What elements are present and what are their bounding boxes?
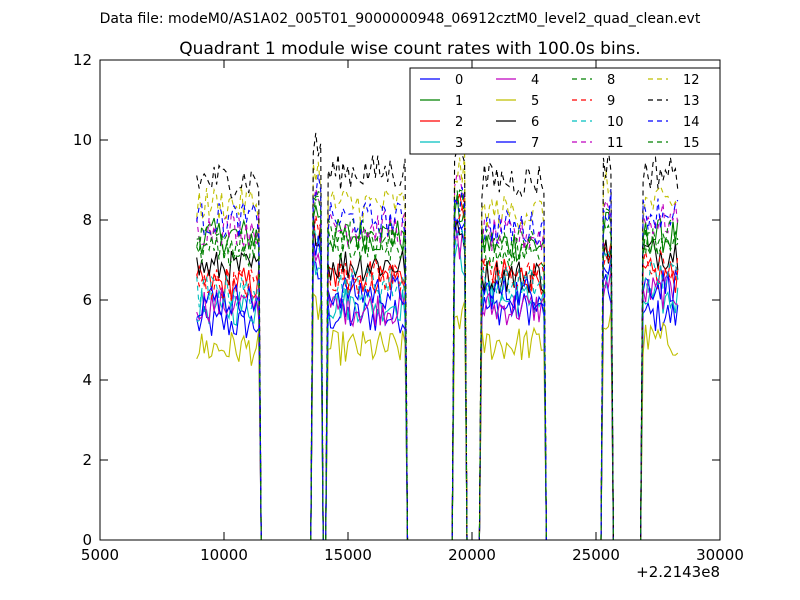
chart-suptitle: Data file: modeM0/AS1A02_005T01_90000009… (100, 11, 701, 27)
y-tick-label: 6 (82, 291, 92, 309)
legend-label-6: 6 (531, 115, 539, 130)
y-tick-label: 0 (82, 531, 92, 549)
series-line-1 (196, 194, 679, 540)
series-lines (196, 132, 679, 540)
legend-label-2: 2 (455, 115, 463, 130)
y-tick-label: 8 (82, 211, 92, 229)
y-tick-label: 10 (73, 131, 92, 149)
series-line-13 (196, 132, 679, 540)
x-tick-label: 30000 (696, 546, 744, 564)
x-tick-label: 10000 (200, 546, 248, 564)
y-tick-label: 12 (73, 51, 92, 69)
series-line-7 (196, 218, 679, 540)
y-tick-label: 2 (82, 451, 92, 469)
series-line-6 (196, 213, 679, 540)
legend-label-1: 1 (455, 94, 463, 109)
series-line-4 (196, 230, 678, 540)
legend-label-8: 8 (607, 73, 615, 88)
x-tick-label: 15000 (324, 546, 372, 564)
series-line-5 (196, 292, 679, 540)
plot-frame (99, 59, 721, 541)
series-line-2 (196, 193, 679, 540)
x-tick-label: 5000 (81, 546, 119, 564)
y-tick-label: 4 (82, 371, 92, 389)
chart-title: Quadrant 1 module wise count rates with … (179, 39, 640, 59)
series-line-0 (196, 213, 679, 540)
x-tick-label: 20000 (448, 546, 496, 564)
legend-label-11: 11 (607, 136, 624, 151)
legend-label-5: 5 (531, 94, 539, 109)
legend-label-4: 4 (531, 73, 539, 88)
x-tick-label: 25000 (572, 546, 620, 564)
series-line-11 (196, 172, 679, 540)
legend-label-13: 13 (683, 94, 700, 109)
legend-label-14: 14 (683, 115, 700, 130)
x-axis-offset-label: +2.2143e8 (636, 563, 720, 581)
legend-label-0: 0 (455, 73, 463, 88)
series-line-3 (196, 242, 679, 540)
legend-label-3: 3 (455, 136, 463, 151)
legend-label-7: 7 (531, 136, 539, 151)
series-line-14 (196, 174, 679, 540)
legend-label-15: 15 (683, 136, 700, 151)
legend-label-10: 10 (607, 115, 624, 130)
legend-label-12: 12 (683, 73, 700, 88)
legend-box (409, 67, 721, 155)
legend-label-9: 9 (607, 94, 615, 109)
